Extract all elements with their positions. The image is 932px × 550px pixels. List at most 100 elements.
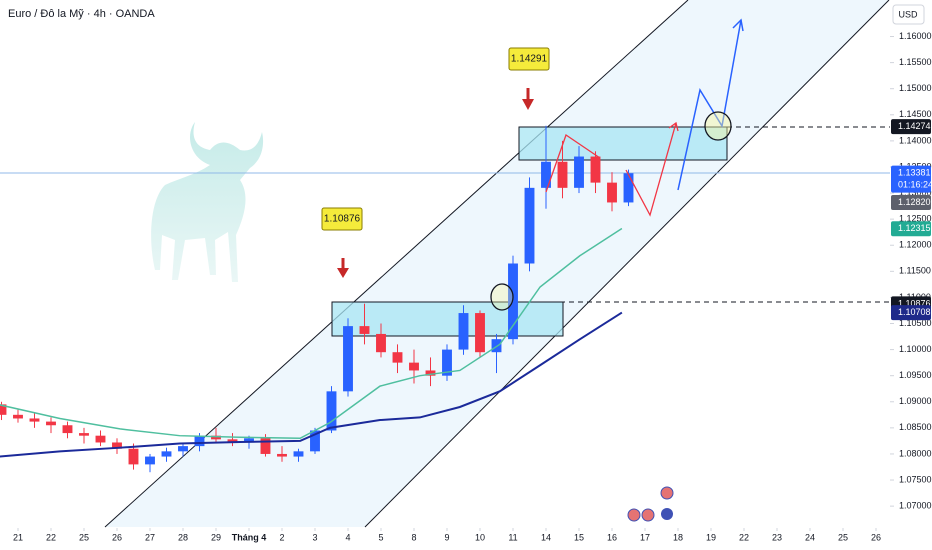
candle-body: [310, 430, 320, 452]
currency-label: USD: [898, 9, 918, 19]
x-tick-label: 14: [541, 532, 551, 542]
projection-line: [677, 19, 742, 191]
candle-body: [178, 446, 188, 452]
price-tag: 1.14274: [891, 119, 931, 135]
y-tick-label: 1.12500: [899, 214, 932, 224]
candle-body: [128, 448, 139, 465]
candle-body: [343, 326, 353, 392]
moving-average: [0, 311, 623, 458]
y-tick-label: 1.11500: [899, 266, 931, 276]
countdown-label: 01:16:24: [898, 180, 932, 190]
candle-body: [194, 435, 205, 447]
arrow-head: [732, 18, 744, 32]
x-tick-label: 3: [312, 532, 317, 542]
x-tick-label: 24: [805, 532, 815, 542]
y-tick-label: 1.16000: [899, 31, 932, 41]
chart-title: Euro / Đô la Mỹ · 4h · OANDA: [8, 8, 155, 20]
x-tick-label: 29: [211, 532, 221, 542]
event-icon: [641, 508, 655, 522]
candle-body: [442, 349, 452, 376]
x-tick-label: 23: [772, 532, 782, 542]
price-axis: [890, 0, 932, 550]
x-tick-label: 11: [508, 532, 517, 542]
callout-box: [321, 207, 363, 231]
event-icon: [661, 508, 673, 520]
candle-body: [29, 418, 40, 422]
candle-body: [112, 442, 122, 449]
candle-body: [557, 161, 568, 188]
price-tag-label: 1.13381: [898, 168, 931, 178]
candle-body: [475, 313, 485, 353]
bull-image: [151, 122, 264, 282]
y-tick-label: 1.15000: [899, 83, 932, 93]
y-tick-label: 1.09500: [899, 370, 932, 380]
highlight-circle: [704, 111, 732, 141]
x-tick-label: 8: [411, 532, 416, 542]
x-tick-label: 18: [673, 532, 683, 542]
x-tick-label: 21: [13, 532, 23, 542]
callout-box: [508, 47, 550, 71]
candle-body: [0, 404, 7, 415]
currency-box: [892, 4, 925, 25]
price-tag-label: 1.10708: [898, 307, 931, 317]
highlight-circle: [490, 283, 514, 311]
candle-body: [607, 182, 617, 203]
event-icon: [627, 508, 641, 522]
projection-line: [625, 122, 677, 217]
candle-body: [326, 391, 337, 431]
price-tag-box: [891, 221, 931, 237]
candle-body: [211, 435, 221, 440]
x-tick-label: 25: [79, 532, 89, 542]
x-tick-label: 25: [838, 532, 848, 542]
candle-body: [95, 435, 106, 443]
candle-body: [293, 451, 304, 457]
candle-body: [79, 433, 89, 436]
x-tick-label: 2: [279, 532, 284, 542]
price-tag: 1.10708: [891, 305, 931, 321]
x-tick-label: 9: [444, 532, 449, 542]
candle-body: [13, 414, 23, 419]
marker-arrow: [522, 99, 534, 110]
candle-body: [623, 173, 634, 203]
x-axis: 21 22 25 26 27 28 29 Tháng 4 2 3 4 5 8 9 10 11 14 15 16 17 1…: [13, 528, 881, 542]
x-tick-label: 22: [739, 532, 749, 542]
price-tag: 1.13381 01:16:24: [891, 165, 932, 193]
y-tick-label: 1.14500: [899, 109, 932, 119]
x-tick-label: 17: [640, 532, 650, 542]
price-tag-label: 1.12315: [898, 223, 931, 233]
candle-body: [524, 187, 535, 264]
y-tick-label: 1.10000: [899, 344, 932, 354]
price-tag-box: [891, 305, 931, 321]
price-tag-label: 1.14274: [898, 121, 931, 131]
price-tag-box: [891, 194, 931, 210]
channel-lower: [364, 0, 890, 528]
price-tag-box: [891, 119, 931, 135]
candle-body: [46, 421, 56, 426]
x-tick-label: 26: [871, 532, 881, 542]
x-tick-label: 5: [378, 532, 383, 542]
candle-body: [376, 333, 386, 353]
y-tick-label: 1.10500: [899, 318, 932, 328]
projection-line: [545, 133, 601, 193]
moving-average: [0, 227, 623, 440]
x-tick-label: 15: [574, 532, 584, 542]
candle-body: [277, 453, 287, 457]
y-tick-label: 1.08000: [899, 448, 932, 458]
arrow-head: [668, 121, 679, 132]
price-tag-box: [891, 165, 931, 193]
x-tick-label: 28: [178, 532, 188, 542]
x-tick-label: Tháng 4: [232, 532, 267, 542]
x-tick-label: 26: [112, 532, 122, 542]
candle-body: [541, 161, 551, 188]
y-tick-label: 1.15500: [899, 57, 932, 67]
candle-body: [590, 156, 601, 183]
y-tick-label: 1.09000: [899, 396, 932, 406]
x-tick-label: 10: [475, 532, 485, 542]
candle-body: [145, 456, 155, 465]
candle-body: [392, 352, 403, 363]
candle-body: [359, 326, 370, 334]
y-tick-label: 1.14000: [899, 135, 932, 145]
candle-body: [425, 370, 436, 376]
candle-body: [260, 438, 271, 454]
y-tick-label: 1.12000: [899, 240, 932, 250]
